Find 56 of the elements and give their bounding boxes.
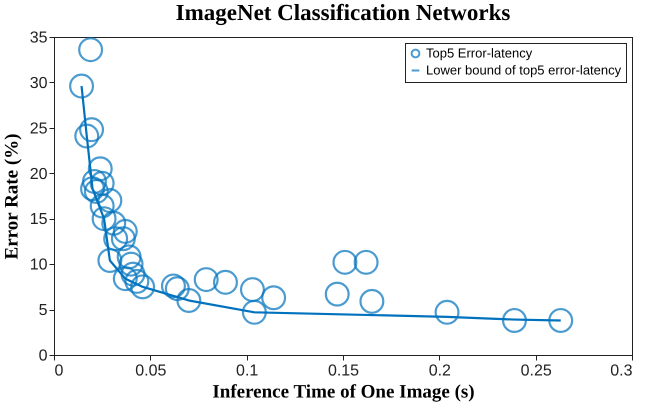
point (78, 37, 104, 62)
x-axis-title: Inference Time of One Image (s) (212, 382, 475, 402)
point (118, 252, 144, 277)
legend-label: Top5 Error-latency (426, 46, 533, 60)
point (548, 308, 574, 333)
point (116, 244, 142, 270)
point (130, 274, 156, 300)
y-tick-label: 35 (30, 30, 48, 46)
point (354, 250, 379, 275)
point (90, 194, 115, 218)
point (324, 282, 350, 307)
point (434, 300, 460, 325)
point (261, 285, 286, 310)
point (240, 277, 265, 302)
y-tick-label: 5 (38, 302, 48, 320)
y-tick-label: 30 (30, 74, 48, 92)
point (110, 226, 136, 252)
y-tick-label: 20 (30, 166, 48, 183)
point (97, 188, 122, 214)
point (359, 288, 384, 314)
y-tick-label: 10 (30, 256, 48, 274)
x-tick-label: 0.1 (236, 362, 258, 380)
x-tick-label: 0 (54, 362, 64, 380)
point (79, 117, 104, 142)
point (212, 270, 238, 295)
point (82, 168, 107, 194)
legend-label: Lower bound of top5 error-latency (426, 62, 622, 78)
point (90, 170, 115, 196)
x-tick-label: 0.3 (610, 362, 633, 380)
x-tick-label: 0.05 (135, 362, 167, 380)
point (101, 210, 126, 236)
point (194, 267, 219, 292)
point (332, 250, 358, 275)
chart-title: ImageNet Classification Networks (176, 0, 510, 26)
point (164, 276, 190, 302)
point (92, 206, 117, 232)
point (74, 124, 100, 149)
y-tick-label: 15 (30, 211, 48, 228)
point (242, 300, 267, 325)
point (124, 268, 150, 294)
x-tick-label: 0.25 (520, 362, 552, 380)
x-tick-label: 0.2 (428, 362, 452, 380)
point (69, 74, 94, 99)
point (176, 288, 202, 313)
point (120, 262, 146, 287)
point (88, 156, 113, 182)
point (502, 308, 527, 333)
y-axis-title: Error Rate (%) (2, 134, 23, 260)
point (103, 226, 128, 252)
point (112, 218, 138, 244)
x-tick-label: 0.15 (328, 362, 360, 380)
y-tick-label: 25 (30, 120, 48, 138)
point (112, 266, 138, 292)
point (97, 248, 122, 273)
y-tick-label: 0 (38, 348, 48, 364)
point (160, 273, 186, 298)
